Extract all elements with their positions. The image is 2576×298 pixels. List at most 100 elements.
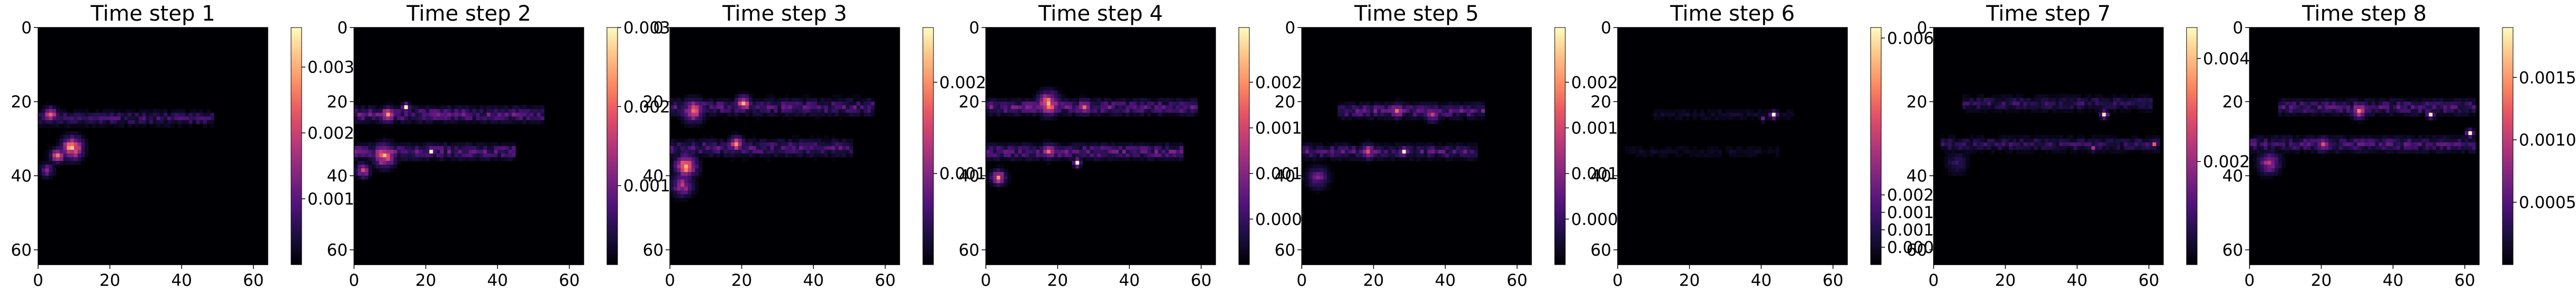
heatmap-cell — [1330, 179, 1335, 184]
heatmap-cell — [2364, 142, 2369, 147]
heatmap-cell — [1976, 146, 1981, 150]
heatmap-cell — [1079, 109, 1083, 113]
heatmap-cell — [2253, 142, 2257, 147]
y-tick-label: 60 — [643, 241, 664, 260]
heatmap-cell — [1689, 113, 1693, 117]
heatmap-cell — [2019, 142, 2024, 147]
y-tick-label: 0 — [653, 19, 664, 38]
heatmap-cell — [389, 124, 394, 128]
heatmap-cell — [670, 183, 674, 187]
heatmap-cell — [1427, 116, 1431, 121]
heatmap-cell — [1144, 150, 1148, 154]
heatmap-cell — [2418, 98, 2422, 102]
heatmap-cell — [1097, 102, 1101, 106]
heatmap-cell — [745, 109, 749, 113]
heatmap-cell — [1391, 105, 1395, 110]
heatmap-cell — [1445, 157, 1449, 161]
heatmap-cell — [2397, 98, 2401, 102]
heatmap-cell — [1140, 150, 1144, 154]
heatmap-cell — [2148, 102, 2153, 106]
heatmap-cell — [2027, 135, 2031, 139]
x-tick-label: 20 — [2311, 271, 2332, 290]
heatmap-cell — [1011, 109, 1015, 113]
heatmap-cell — [504, 157, 509, 161]
heatmap-cell — [2439, 102, 2444, 106]
heatmap-cell — [185, 113, 189, 117]
heatmap-cell — [1707, 113, 1711, 117]
heatmap-cell — [1369, 153, 1374, 158]
axes-frame — [669, 27, 900, 265]
heatmap-cell — [1065, 153, 1069, 158]
colorbar-tick-label: 0.001 — [1887, 203, 1934, 222]
heatmap-cell — [2256, 150, 2261, 154]
heatmap-cell — [1316, 183, 1320, 187]
heatmap-cell — [188, 109, 193, 113]
heatmap-cell — [691, 94, 695, 98]
heatmap-cell — [2145, 139, 2149, 143]
heatmap-cell — [2142, 139, 2146, 143]
heatmap-cell — [1150, 153, 1155, 158]
heatmap-cell — [1057, 105, 1062, 110]
heatmap-cell — [1423, 146, 1428, 150]
heatmap-cell — [49, 113, 53, 117]
heatmap-cell — [411, 150, 415, 154]
heatmap-cell — [2450, 105, 2454, 110]
heatmap-cell — [785, 150, 789, 154]
heatmap-cell — [1079, 102, 1083, 106]
heatmap-cell — [537, 109, 541, 113]
heatmap-cell — [1093, 98, 1097, 102]
heatmap-cell — [1359, 113, 1363, 117]
heatmap-cell — [2357, 146, 2361, 150]
heatmap-cell — [2084, 98, 2088, 102]
heatmap-cell — [2310, 105, 2315, 110]
heatmap-cell — [1395, 142, 1399, 147]
heatmap-cell — [124, 116, 128, 121]
heatmap-cell — [810, 139, 814, 143]
heatmap-cell — [1334, 150, 1338, 154]
heatmap-cell — [1075, 102, 1080, 106]
heatmap-cell — [2429, 98, 2433, 102]
heatmap-cell — [192, 116, 196, 121]
heatmap-cell — [2314, 109, 2318, 113]
heatmap-cell — [684, 161, 688, 165]
heatmap-cell — [386, 168, 391, 173]
heatmap-cell — [1172, 109, 1176, 113]
heatmap-cell — [371, 120, 376, 124]
heatmap-cell — [1316, 142, 1320, 147]
heatmap-cell — [508, 142, 512, 147]
heatmap-cell — [440, 113, 444, 117]
heatmap-cell — [2285, 139, 2289, 143]
heatmap-cell — [785, 142, 789, 147]
heatmap-cell — [2073, 105, 2078, 110]
heatmap-cell — [2019, 105, 2024, 110]
heatmap-cell — [2098, 139, 2103, 143]
heatmap-cells — [1625, 109, 1794, 158]
heatmap-cell — [2400, 102, 2404, 106]
heatmap-cell — [70, 120, 75, 124]
heatmap-cell — [2012, 105, 2017, 110]
heatmap-cell — [404, 109, 409, 113]
heatmap-cell — [673, 146, 677, 150]
heatmap-cell — [70, 124, 75, 128]
heatmap-cell — [74, 120, 78, 124]
heatmap-cell — [777, 109, 782, 113]
heatmap-cell — [2414, 109, 2419, 113]
heatmap-cell — [59, 109, 64, 113]
heatmap-cell — [1305, 146, 1309, 150]
heatmap-cell — [2375, 102, 2379, 106]
heatmap-cell — [2102, 105, 2106, 110]
heatmap-cell — [2450, 146, 2454, 150]
heatmap-cell — [479, 150, 484, 154]
heatmap-cell — [2009, 139, 2013, 143]
heatmap-cell — [1154, 113, 1158, 117]
heatmap-cell — [2023, 98, 2027, 102]
heatmap-cell — [684, 176, 688, 180]
heatmap-cell — [2289, 98, 2293, 102]
heatmap-cell — [687, 179, 692, 184]
heatmap-cell — [1452, 153, 1456, 158]
heatmap-cell — [2250, 146, 2254, 150]
heatmap-cell — [2357, 109, 2361, 113]
heatmap-cell — [1786, 109, 1790, 113]
heatmap-cell — [2148, 135, 2153, 139]
heatmap-cell — [2098, 94, 2103, 98]
